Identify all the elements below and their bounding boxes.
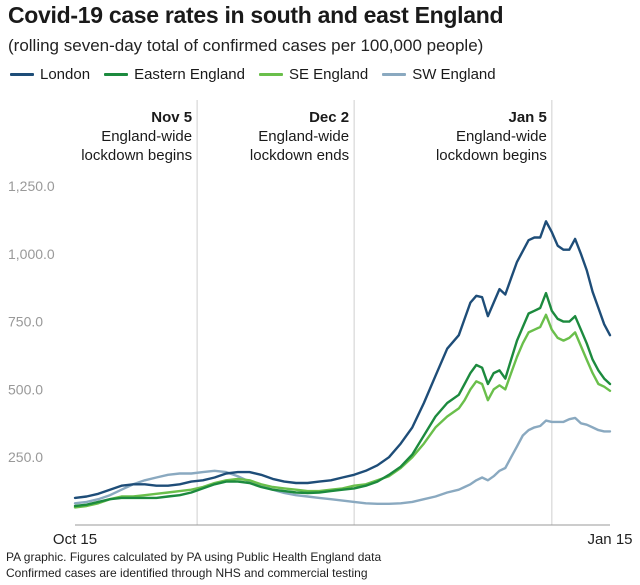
annotation-date-2: Jan 5 — [508, 109, 546, 126]
footer-source: PA graphic. Figures calculated by PA usi… — [6, 550, 382, 564]
legend-label-sw-england: SW England — [412, 66, 496, 83]
y-tick-label: 250.0 — [8, 449, 43, 465]
y-tick-label: 500.0 — [8, 381, 43, 397]
x-tick-label-start: Oct 15 — [53, 531, 97, 548]
series-line-london — [73, 220, 612, 500]
legend-swatch-sw-england — [382, 73, 407, 76]
y-tick-label: 1,250.0 — [8, 178, 55, 194]
chart-legend: London Eastern England SE England SW Eng… — [10, 66, 510, 83]
series-line-sw-england — [73, 416, 612, 505]
footer-note: Confirmed cases are identified through N… — [6, 566, 368, 580]
annotation-date-0: Nov 5 — [151, 109, 192, 126]
series-line-eastern-england — [73, 291, 612, 508]
legend-item-se-england: SE England — [258, 66, 369, 83]
legend-label-se-england: SE England — [288, 66, 369, 83]
annotation-text-1-0: England-wide — [258, 128, 349, 145]
annotation-text-0-1: lockdown begins — [81, 147, 192, 164]
annotation-text-0-0: England-wide — [101, 128, 192, 145]
legend-swatch-eastern-england — [104, 73, 129, 76]
legend-swatch-london — [10, 73, 34, 76]
legend-item-london: London — [10, 66, 90, 83]
x-tick-label-end: Jan 15 — [587, 531, 632, 548]
legend-swatch-se-england — [258, 73, 283, 76]
chart-title: Covid-19 case rates in south and east En… — [8, 2, 504, 28]
annotation-text-2-1: lockdown begins — [436, 147, 547, 164]
chart-subtitle: (rolling seven-day total of confirmed ca… — [8, 36, 484, 55]
series-line-se-england — [73, 313, 612, 509]
legend-label-london: London — [40, 66, 91, 83]
annotation-text-2-0: England-wide — [456, 128, 547, 145]
y-tick-label: 750.0 — [8, 314, 43, 330]
legend-item-sw-england: SW England — [382, 66, 496, 83]
annotation-date-1: Dec 2 — [309, 109, 349, 126]
legend-item-eastern-england: Eastern England — [104, 66, 245, 83]
y-tick-label: 1,000.0 — [8, 246, 55, 262]
legend-label-eastern-england: Eastern England — [134, 66, 245, 83]
annotation-text-1-1: lockdown ends — [250, 147, 349, 164]
